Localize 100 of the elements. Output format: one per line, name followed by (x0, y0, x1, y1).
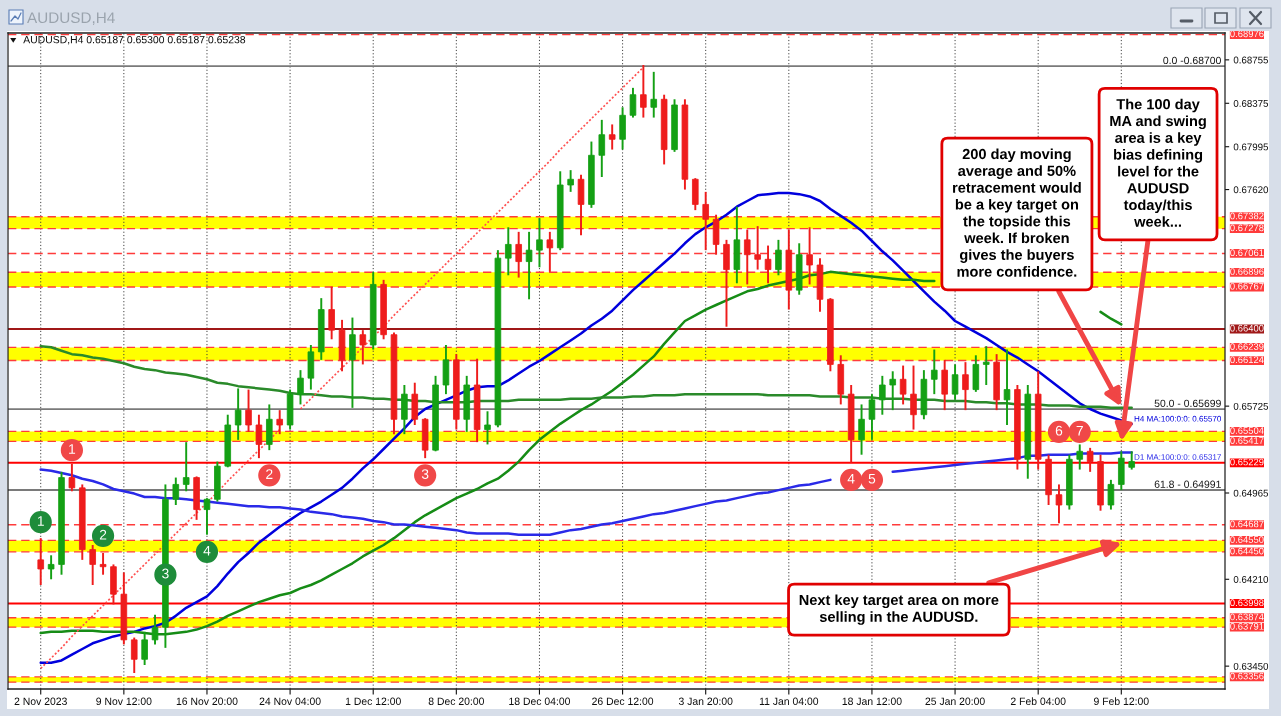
x-tick-label: 8 Dec 20:00 (428, 697, 485, 705)
candlestick (754, 225, 761, 271)
candlestick (962, 361, 969, 412)
x-tick-label: 2 Feb 04:00 (1010, 697, 1066, 705)
candlestick (764, 244, 772, 285)
annotation: Next key target area on more selling in the AUDUSD. (799, 594, 999, 625)
candlestick (99, 552, 107, 576)
x-tick-label: 1 Dec 12:00 (345, 697, 401, 705)
candlestick (629, 86, 637, 119)
series-label: 6 (1055, 425, 1063, 436)
candlestick (889, 370, 896, 412)
series-label: 2 (99, 529, 107, 540)
candlestick (47, 554, 55, 581)
annotation: 50.0 - 0.65699 (1154, 399, 1221, 408)
candlestick (567, 169, 574, 193)
candlestick (982, 345, 990, 386)
candlestick (203, 497, 211, 536)
candlestick (858, 403, 865, 456)
candlestick (546, 230, 554, 273)
series-label: 5 (868, 473, 876, 484)
x-tick-label: 9 Nov 12:00 (96, 697, 152, 705)
series-label: D1 MA:100:0:0: 0.65317 (1134, 454, 1221, 460)
candlestick (141, 630, 148, 666)
series-label: 4 (203, 545, 211, 556)
annotation: The 100 day MA and swing area is a key bias defining level for the AUDUSD today/this week... (1110, 98, 1206, 227)
ref-line-label: 0.64687 (1230, 520, 1264, 528)
x-tick-label: 26 Dec 12:00 (592, 697, 654, 705)
ref-line-label: 0.67382 (1230, 212, 1264, 220)
ref-line-label: 0.66400 (1230, 324, 1264, 332)
candlestick (1086, 446, 1094, 473)
candlestick (484, 410, 491, 446)
ref-line-label: 0.65504 (1230, 427, 1264, 434)
candlestick (234, 387, 242, 441)
ref-line-label: 0.67061 (1230, 249, 1264, 256)
candlestick (89, 544, 96, 586)
candlestick (910, 364, 917, 431)
series-label: 1 (37, 516, 44, 526)
x-tick-label: 2 Nov 2023 (14, 697, 67, 705)
candlestick (899, 364, 907, 406)
chart-subtitle: AUDUSD,H4 0.65187 0.65300 0.65187 0.65238 (23, 35, 246, 45)
x-tick-label: 3 Jan 20:00 (678, 697, 733, 705)
ref-line-label: 0.66896 (1230, 268, 1264, 275)
ref-line-label: 0.66124 (1230, 356, 1264, 364)
x-tick-label: 24 Nov 04:00 (259, 697, 321, 705)
y-tick-label: 0.68375 (1233, 100, 1269, 107)
candlestick (68, 462, 76, 493)
y-tick-label: 0.65725 (1233, 402, 1269, 410)
x-tick-label: 11 Jan 04:00 (759, 697, 819, 705)
ref-line-label: 0.64550 (1230, 536, 1264, 543)
candlestick (255, 413, 263, 460)
series-label: 3 (421, 469, 429, 480)
ref-line-label: 0.66767 (1230, 282, 1264, 290)
ref-line-label: 0.65417 (1230, 437, 1264, 444)
candlestick (245, 388, 252, 433)
annotation: 61.8 - 0.64991 (1154, 480, 1221, 488)
y-tick-label: 0.64210 (1233, 576, 1269, 583)
candlestick (879, 374, 886, 416)
candlestick (505, 226, 512, 277)
candlestick (941, 358, 948, 412)
series-label: 2 (266, 469, 273, 479)
annotation: 200 day moving average and 50% retracement would be a key target on the topside this week. If broken gives the buyers more confidence. (953, 148, 1081, 277)
y-tick-label: 0.67995 (1233, 143, 1269, 151)
chart-title: AUDUSD,H4 (27, 12, 115, 25)
candlestick (702, 190, 709, 252)
series-label: H4 MA:100:0:0: 0.65570 (1134, 415, 1222, 422)
candlestick (951, 363, 959, 401)
ref-line-label: 0.65229 (1230, 458, 1264, 466)
x-tick-label: 25 Jan 20:00 (925, 697, 985, 705)
y-tick-label: 0.63450 (1233, 662, 1269, 670)
candlestick (1128, 450, 1135, 471)
candlestick (328, 285, 335, 341)
series-label: 7 (1076, 425, 1083, 436)
candlestick (151, 613, 159, 646)
candlestick (130, 636, 138, 674)
candlestick (1055, 483, 1063, 525)
ref-line-label: 0.67278 (1230, 224, 1264, 232)
series-label: 3 (162, 568, 169, 579)
annotation: 0.0 -0.68700 (1163, 56, 1221, 65)
candlestick (525, 230, 533, 301)
candlestick (172, 476, 180, 506)
x-tick-label: 18 Dec 04:00 (509, 697, 571, 705)
candlestick (619, 106, 626, 151)
candlestick (37, 537, 45, 586)
candlestick (359, 329, 367, 366)
series-label: 4 (847, 473, 855, 484)
candlestick (640, 64, 647, 119)
candlestick (1107, 478, 1115, 511)
candlestick (868, 393, 876, 441)
ref-line-label: 0.63874 (1230, 613, 1264, 621)
candlestick (297, 369, 304, 406)
candlestick (598, 118, 606, 178)
candlestick (1076, 443, 1084, 471)
y-tick-label: 0.64965 (1233, 489, 1269, 497)
candlestick (182, 441, 190, 493)
candlestick (806, 226, 813, 286)
x-tick-label: 18 Jan 12:00 (842, 697, 902, 705)
candlestick (1003, 348, 1011, 426)
candlestick (536, 217, 543, 269)
ref-line-label: 0.63791 (1230, 623, 1264, 630)
ref-line-label: 0.64450 (1230, 547, 1264, 555)
